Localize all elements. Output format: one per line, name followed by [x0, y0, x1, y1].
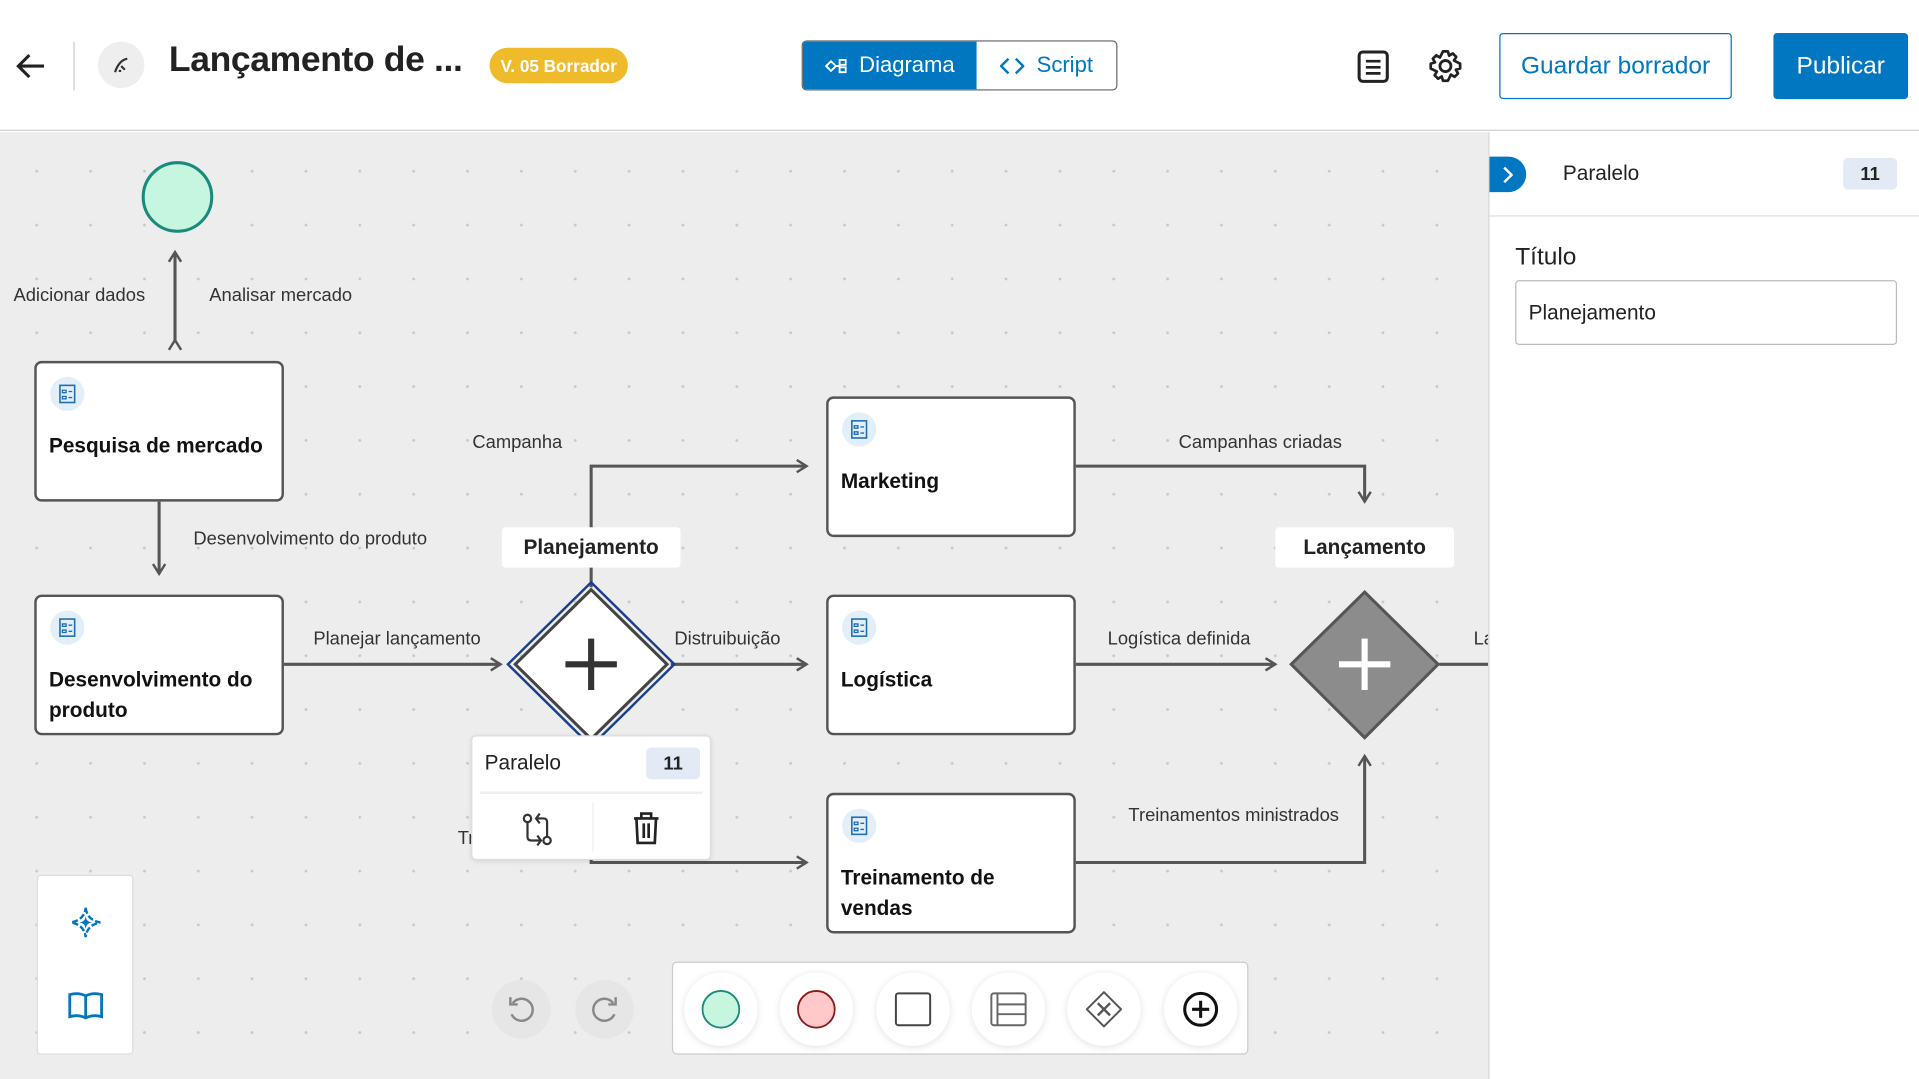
edge-label: Treinamentos ministrados [1128, 804, 1339, 826]
add-gateway-button[interactable] [1067, 972, 1141, 1047]
popup-type: Paralelo [484, 751, 562, 775]
task-marketing[interactable]: Marketing [826, 396, 1076, 538]
redo-icon [592, 997, 617, 1022]
trash-icon[interactable] [632, 811, 661, 845]
publish-button[interactable]: Publicar [1773, 33, 1909, 100]
top-bar: Lançamento de ... V. 05 Borrador Diagram… [0, 0, 1919, 131]
book-icon[interactable] [67, 991, 104, 1020]
edge-label: Desenvolvimento do produto [193, 528, 428, 550]
task-label: Logística [840, 667, 933, 692]
popup-count-badge: 11 [646, 747, 701, 780]
gateway-label: Lançamento [1275, 527, 1454, 568]
save-draft-button[interactable]: Guardar borrador [1499, 33, 1732, 100]
edge-label: Adicionar dados [13, 285, 146, 306]
gear-icon[interactable] [1428, 49, 1462, 83]
add-task-button[interactable] [876, 972, 950, 1047]
diagram-icon [824, 58, 847, 73]
properties-panel: Paralelo 11 Título [1488, 132, 1919, 1079]
view-toggle: Diagrama Script [801, 40, 1118, 91]
gateway-icon [1085, 991, 1123, 1028]
element-palette [671, 961, 1249, 1055]
add-end-event-button[interactable] [779, 972, 854, 1047]
edge-label: Campanha [472, 431, 563, 453]
gateway-label: Planejamento [501, 527, 681, 568]
version-badge: V. 05 Borrador [489, 47, 628, 84]
form-icon [50, 610, 85, 645]
edge-training-launch [1075, 753, 1372, 865]
task-desenvolvimento[interactable]: Desenvolvimento do produto [34, 594, 284, 736]
edge-label: La [1473, 628, 1489, 650]
title-label: Título [1515, 243, 1577, 271]
collapse-panel-button[interactable] [1489, 156, 1527, 193]
form-icon [842, 412, 877, 447]
tab-script[interactable]: Script [976, 41, 1117, 90]
task-label: Desenvolvimento do produto [48, 667, 253, 722]
panel-count-badge: 11 [1843, 157, 1898, 190]
gateway-popup: Paralelo 11 [471, 735, 712, 861]
chevron-right-icon [1503, 166, 1514, 183]
task-label: Pesquisa de mercado [48, 434, 263, 458]
edge-marketing-launch [1075, 464, 1372, 504]
task-label: Treinamento de vendas [840, 866, 995, 920]
document-icon[interactable] [1357, 50, 1389, 83]
divider [73, 41, 75, 91]
edge-label: Campanhas criadas [1178, 431, 1342, 453]
end-event-icon [797, 990, 836, 1029]
ai-sparkle-icon[interactable] [66, 903, 105, 942]
edge-label: Tr [457, 828, 475, 850]
back-arrow-icon[interactable] [15, 51, 47, 80]
tab-script-label: Script [1036, 52, 1093, 78]
swap-type-icon[interactable] [521, 812, 553, 847]
task-pesquisa[interactable]: Pesquisa de mercado [34, 360, 284, 502]
task-icon [894, 992, 932, 1027]
start-event-icon [701, 990, 741, 1029]
form-icon [50, 376, 85, 412]
plus-circle-icon [1183, 991, 1219, 1027]
code-icon [999, 57, 1025, 74]
add-start-event-button[interactable] [684, 972, 758, 1047]
panel-element-type: Paralelo [1562, 161, 1640, 185]
side-toolbar [36, 874, 134, 1055]
diagram-canvas[interactable]: Adicionar dados Analisar mercado Desenvo… [0, 132, 1489, 1079]
tab-diagram[interactable]: Diagrama [802, 41, 977, 90]
edge-label: Analisar mercado [209, 285, 353, 306]
form-icon [842, 808, 877, 843]
add-more-button[interactable] [1163, 972, 1238, 1047]
form-icon [842, 610, 877, 645]
task-logistica[interactable]: Logística [826, 594, 1076, 736]
start-event[interactable] [141, 161, 214, 233]
lane-icon [990, 992, 1027, 1027]
process-icon [97, 41, 145, 89]
undo-button[interactable] [492, 979, 551, 1039]
page-title: Lançamento de ... [168, 40, 463, 80]
gateway-lancamento[interactable] [1289, 589, 1441, 740]
tab-diagram-label: Diagrama [859, 52, 955, 78]
task-treinamento[interactable]: Treinamento de vendas [826, 792, 1076, 934]
edge-label: Distruibuição [674, 628, 781, 650]
task-label: Marketing [840, 469, 940, 494]
edge-label: Planejar lançamento [313, 628, 481, 650]
undo-icon [509, 997, 534, 1022]
add-lane-button[interactable] [971, 972, 1046, 1047]
edge-label: Logística definida [1107, 628, 1251, 650]
title-input[interactable] [1515, 280, 1898, 345]
redo-button[interactable] [575, 979, 634, 1039]
